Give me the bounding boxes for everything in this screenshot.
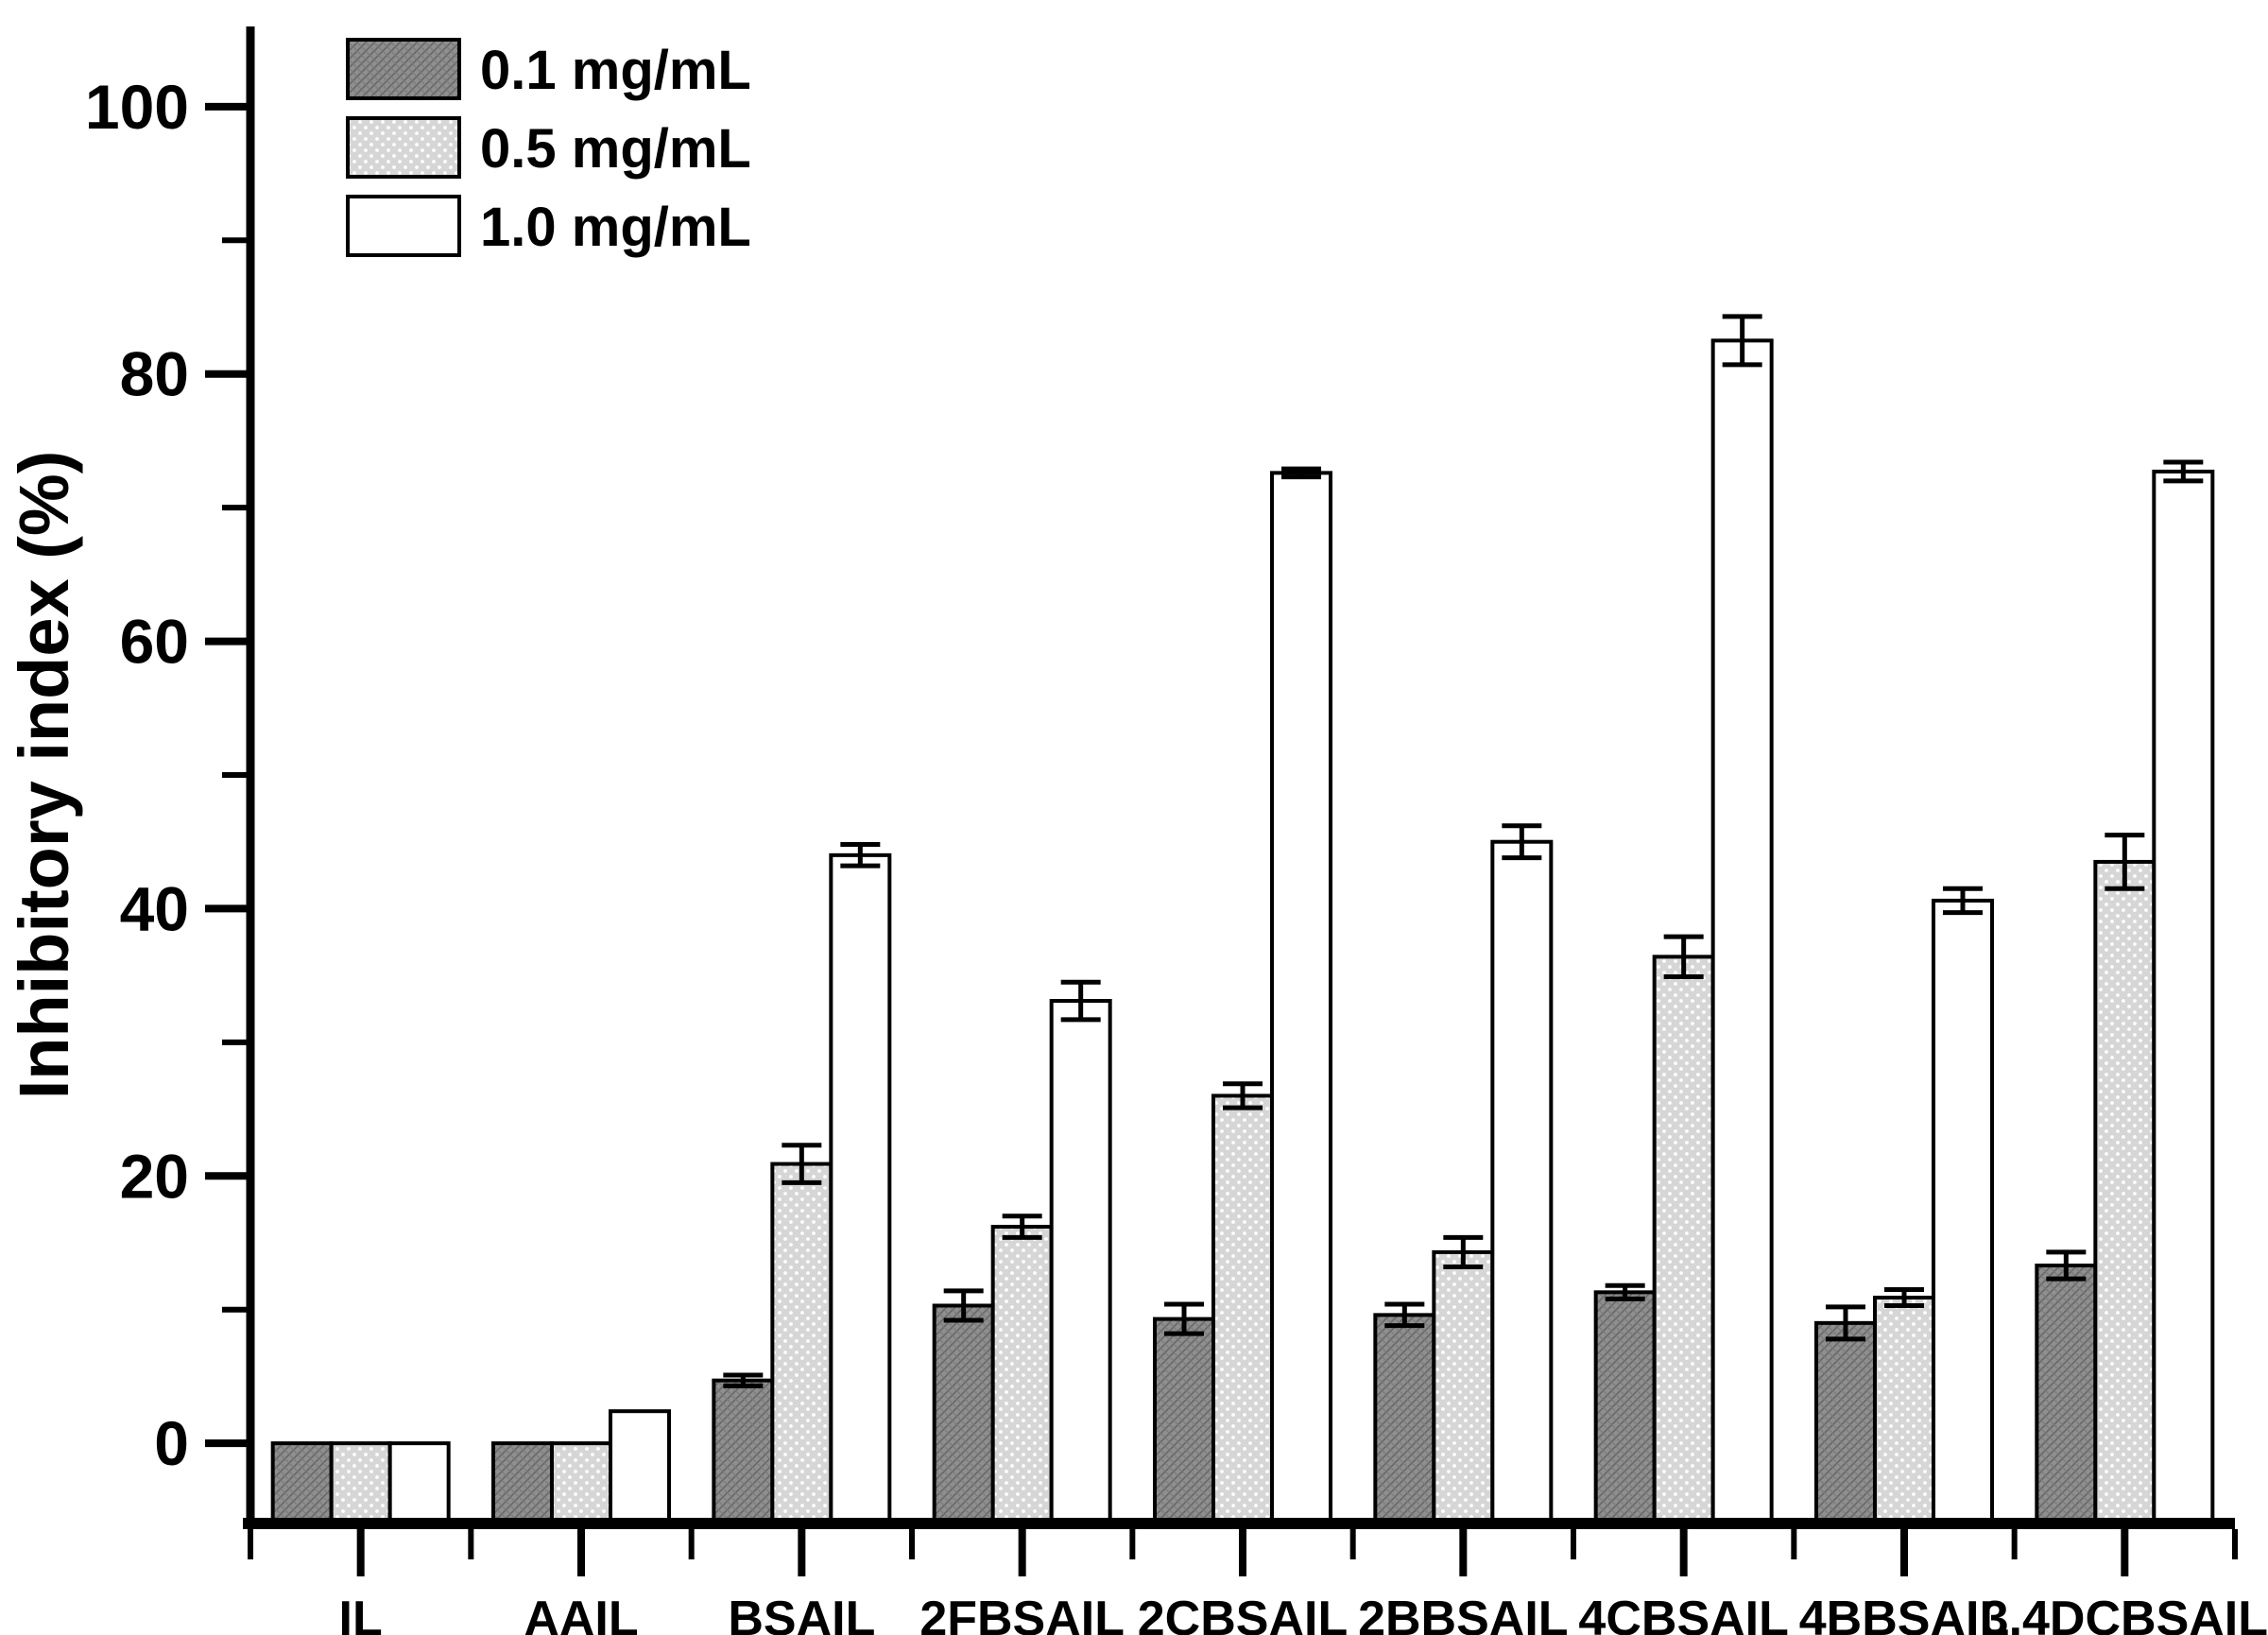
x-tick-label: 4BBSAIL <box>1799 1592 2009 1635</box>
error-bar-3,4DCBSAIL <box>2163 459 2204 484</box>
error-bar-4CBSAIL <box>1605 1282 1645 1301</box>
legend-label-0.1: 0.1 mg/mL <box>480 40 751 101</box>
bar-1.0mg/mL-AAIL <box>609 1409 671 1525</box>
axis-layer: 0 20 40 60 80 100 IL AAIL BSAIL 2FBSAIL 2CBSAIL 2BB… <box>85 26 2268 1635</box>
bar-0.1mg/mL-2FBSAIL <box>932 1303 995 1525</box>
y-tick-label: 0 <box>154 1408 189 1478</box>
bar-1.0mg/mL-4CBSAIL <box>1710 338 1774 1525</box>
bar-0.5mg/mL-2CBSAIL <box>1211 1093 1274 1526</box>
bar-1.0mg/mL-3,4DCBSAIL <box>2152 469 2215 1525</box>
bar-0.5mg/mL-IL <box>329 1441 392 1525</box>
bar-0.1mg/mL-2CBSAIL <box>1153 1317 1215 1525</box>
bar-1.0mg/mL-2BBSAIL <box>1490 839 1554 1525</box>
error-bar-2FBSAIL <box>943 1288 984 1323</box>
error-bar-2BBSAIL <box>1502 823 1542 861</box>
error-bar-2FBSAIL <box>1002 1213 1042 1240</box>
x-tick-label: IL <box>339 1592 383 1635</box>
y-tick-label: 20 <box>120 1141 189 1211</box>
legend-label-0.5: 0.5 mg/mL <box>480 118 751 180</box>
bar-0.5mg/mL-3,4DCBSAIL <box>2093 859 2156 1525</box>
error-bar-BSAIL <box>782 1143 822 1185</box>
y-tick-label: 40 <box>120 873 189 943</box>
error-bar-3,4DCBSAIL <box>2046 1249 2087 1282</box>
error-bar-2BBSAIL <box>1384 1301 1425 1329</box>
error-bar-4CBSAIL <box>1663 934 1704 980</box>
legend-swatch-0.1 <box>346 38 461 100</box>
x-tick-label: 2BBSAIL <box>1358 1592 1568 1635</box>
bar-0.1mg/mL-IL <box>270 1441 334 1525</box>
bar-1.0mg/mL-BSAIL <box>829 852 892 1525</box>
error-bar-2CBSAIL <box>1223 1081 1263 1110</box>
error-bar-4CBSAIL <box>1722 314 1762 368</box>
bar-0.1mg/mL-BSAIL <box>712 1378 775 1525</box>
error-bar-2CBSAIL <box>1281 466 1321 480</box>
x-tick-label: 4CBSAIL <box>1578 1592 1788 1635</box>
error-bar-4BBSAIL <box>1884 1287 1924 1308</box>
y-tick-label: 60 <box>120 607 189 677</box>
legend: 0.1 mg/mL 0.5 mg/mL 1.0 mg/mL <box>346 38 751 258</box>
x-tick-label: AAIL <box>524 1592 638 1635</box>
bar-0.5mg/mL-2BBSAIL <box>1432 1249 1495 1526</box>
legend-swatch-0.5 <box>346 116 461 179</box>
error-bar-4BBSAIL <box>1826 1304 1865 1342</box>
error-bar-BSAIL <box>723 1372 764 1388</box>
bar-0.5mg/mL-AAIL <box>550 1441 612 1525</box>
bar-0.1mg/mL-4CBSAIL <box>1593 1290 1657 1526</box>
bars-layer <box>270 314 2215 1526</box>
legend-swatch-1.0 <box>346 195 461 257</box>
bar-1.0mg/mL-4BBSAIL <box>1932 898 1994 1525</box>
bar-0.5mg/mL-2FBSAIL <box>990 1225 1054 1525</box>
bar-0.1mg/mL-2BBSAIL <box>1373 1313 1436 1526</box>
bar-1.0mg/mL-IL <box>387 1441 451 1525</box>
legend-label-1.0: 1.0 mg/mL <box>480 197 751 258</box>
bar-0.5mg/mL-4CBSAIL <box>1652 955 1715 1525</box>
x-tick-label: 2FBSAIL <box>919 1592 1125 1635</box>
error-bar-2BBSAIL <box>1443 1234 1484 1269</box>
error-bar-4BBSAIL <box>1943 886 1983 916</box>
y-axis-title: Inhibitory index (%) <box>5 451 83 1100</box>
bar-1.0mg/mL-2CBSAIL <box>1270 471 1332 1525</box>
error-bar-2FBSAIL <box>1060 979 1101 1023</box>
bar-0.1mg/mL-4BBSAIL <box>1814 1320 1877 1526</box>
x-tick-label: BSAIL <box>728 1592 875 1635</box>
bar-1.0mg/mL-2FBSAIL <box>1049 999 1112 1525</box>
error-bar-2CBSAIL <box>1164 1301 1204 1336</box>
bar-0.1mg/mL-3,4DCBSAIL <box>2035 1264 2098 1525</box>
bar-0.5mg/mL-4BBSAIL <box>1873 1295 1935 1525</box>
y-tick-label: 80 <box>120 339 189 409</box>
bar-0.5mg/mL-BSAIL <box>770 1162 833 1525</box>
x-tick-label: 2CBSAIL <box>1138 1592 1348 1635</box>
y-tick-label: 100 <box>85 72 189 142</box>
bar-0.1mg/mL-AAIL <box>491 1441 554 1525</box>
error-bar-3,4DCBSAIL <box>2105 833 2145 891</box>
x-tick-label: 3,4DCBSAIL <box>1982 1592 2268 1635</box>
error-bar-BSAIL <box>840 842 881 869</box>
